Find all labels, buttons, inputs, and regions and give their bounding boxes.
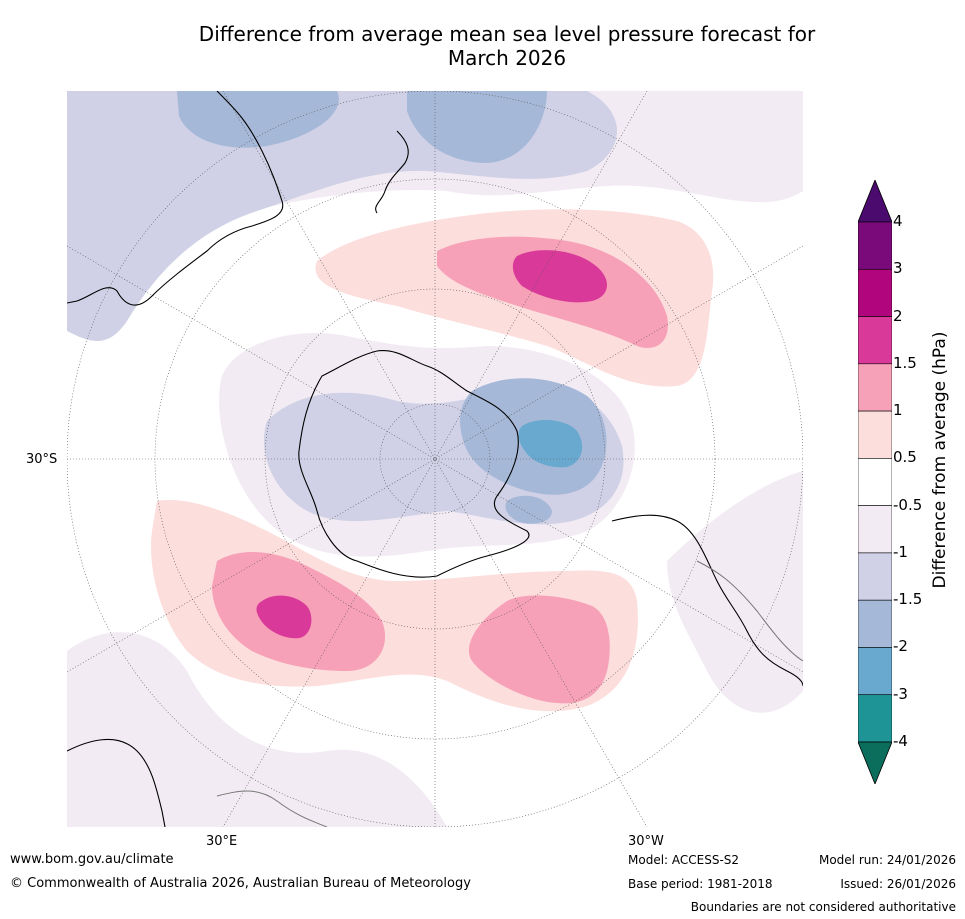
footer-copyright: © Commonwealth of Australia 2026, Austra… — [10, 876, 471, 891]
colorbar-tick-label: -3 — [893, 684, 908, 703]
footer-website[interactable]: www.bom.gov.au/climate — [10, 852, 174, 867]
anomaly-map — [67, 91, 803, 827]
footer-issued: Issued: 26/01/2026 — [840, 877, 956, 891]
colorbar-band — [858, 599, 892, 648]
field-pos-indian-core — [256, 595, 312, 639]
country-border-africa — [216, 790, 328, 827]
colorbar-tick-label: 4 — [893, 212, 903, 230]
colorbar-band — [858, 268, 892, 317]
colorbar-title: Difference from average (hPa) — [930, 331, 950, 589]
footer-model: Model: ACCESS-S2 — [628, 853, 740, 867]
field-neg-core-nz — [407, 91, 547, 163]
new-zealand-coast — [375, 130, 409, 214]
colorbar-band — [858, 647, 892, 696]
colorbar-tick-label: -2 — [893, 637, 908, 656]
colorbar-tick-label: 2 — [893, 306, 903, 325]
field-antarctic-small — [505, 495, 552, 524]
colorbar-tick-label: 3 — [893, 259, 903, 278]
lon-label-30w: 30°W — [628, 834, 664, 849]
colorbar-extend-top — [858, 180, 892, 223]
south-america-coast — [611, 514, 803, 687]
africa-coast — [67, 738, 166, 827]
colorbar-tick-label: -1.5 — [893, 590, 923, 609]
colorbar-band — [858, 458, 892, 506]
colorbar-tick-label: 1.5 — [893, 353, 917, 372]
field-pos-atlantic-mid — [468, 595, 610, 704]
colorbar-band — [858, 505, 892, 554]
country-border-sa — [696, 560, 803, 662]
field-neg-light-southwest — [67, 632, 447, 827]
title-line-1: Difference from average mean sea level p… — [198, 22, 816, 46]
colorbar-band — [858, 694, 892, 743]
antarctica-coast — [298, 350, 530, 578]
colorbar-band — [858, 410, 892, 459]
colorbar-band — [858, 552, 892, 601]
colorbar-tick-label: -0.5 — [893, 495, 923, 514]
colorbar-tick-label: -1 — [893, 542, 908, 561]
chart-title: Difference from average mean sea level p… — [0, 22, 965, 70]
australia-coast — [67, 91, 284, 306]
field-neg-core-west — [177, 91, 339, 148]
field-neg-light-southeast — [667, 471, 803, 713]
colorbar-tick-label: 0.5 — [893, 448, 917, 467]
lon-label-30e: 30°E — [206, 834, 238, 849]
field-pos-pacific-core — [512, 250, 607, 303]
colorbar-band — [858, 363, 892, 412]
colorbar — [858, 180, 892, 784]
footer-disclaimer: Boundaries are not considered authoritat… — [690, 900, 956, 914]
colorbar-band — [858, 221, 892, 270]
colorbar-extend-bottom — [858, 741, 892, 784]
colorbar-tick-label: -4 — [893, 732, 908, 750]
colorbar-tick-label: 1 — [893, 401, 903, 420]
field-antarctic-core — [518, 419, 583, 468]
lat-label-30s: 30°S — [26, 452, 58, 467]
footer-base-period: Base period: 1981-2018 — [628, 877, 773, 891]
colorbar-band — [858, 316, 892, 365]
footer-model-run: Model run: 24/01/2026 — [818, 853, 956, 867]
title-line-2: March 2026 — [447, 46, 567, 70]
